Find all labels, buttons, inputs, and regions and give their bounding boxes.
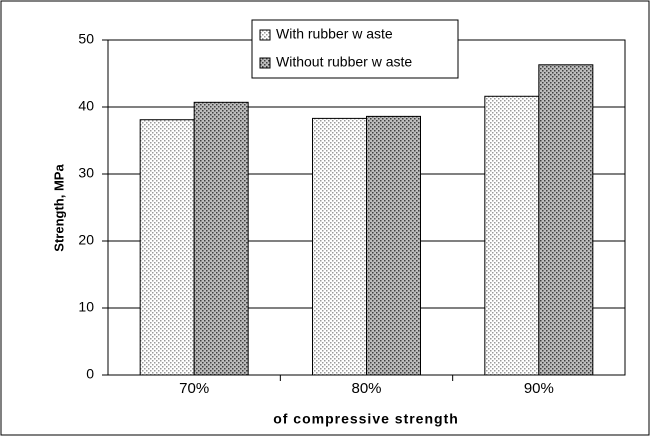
y-tick-label: 10	[78, 299, 94, 315]
bar	[139, 119, 195, 376]
y-tick-label: 20	[78, 232, 94, 248]
legend-label: Without rubber w aste	[276, 54, 412, 70]
x-tick-label: 70%	[179, 380, 209, 397]
legend-swatch	[259, 57, 271, 69]
y-tick-label: 0	[86, 366, 94, 382]
y-axis-label: Strength, MPa	[51, 164, 66, 252]
bar	[484, 95, 540, 376]
legend-label: With rubber w aste	[276, 26, 393, 42]
bar	[366, 115, 421, 376]
y-tick-label: 40	[78, 98, 94, 114]
bar	[538, 64, 594, 376]
y-tick-label: 30	[78, 165, 94, 181]
bar	[312, 117, 367, 376]
x-tick-label: 80%	[351, 380, 381, 397]
x-axis-label: of compressive strength	[273, 411, 459, 427]
legend-swatch	[259, 29, 271, 41]
x-tick-label: 90%	[524, 380, 554, 397]
legend-box	[251, 19, 459, 79]
y-tick-label: 50	[78, 31, 94, 47]
bar	[193, 101, 249, 376]
